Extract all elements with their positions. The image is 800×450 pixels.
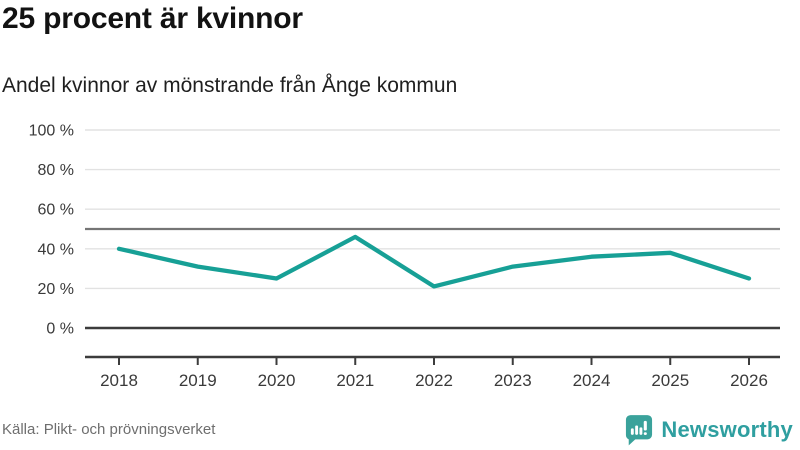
line-chart-svg: 2018 2019 2020 2021 2022 2023 2024 2025 2026 0 % 2… xyxy=(29,123,780,390)
chart-subtitle: Andel kvinnor av mönstrande från Ånge ko… xyxy=(2,74,458,97)
y-tick-label: 80 % xyxy=(38,162,74,179)
y-tick-label: 0 % xyxy=(46,321,74,338)
x-tick-label: 2023 xyxy=(494,371,532,390)
x-tick-label: 2026 xyxy=(730,371,768,390)
x-tick-label: 2018 xyxy=(100,371,138,390)
data-line xyxy=(116,234,752,289)
x-tick-label: 2021 xyxy=(336,371,374,390)
y-tick-label: 40 % xyxy=(38,241,74,258)
newsworthy-logo: Newsworthy xyxy=(625,414,793,446)
newsworthy-logo-text: Newsworthy xyxy=(661,417,793,442)
y-tick-label: 20 % xyxy=(38,281,74,298)
x-tick-label: 2022 xyxy=(415,371,453,390)
x-tick-label: 2024 xyxy=(573,371,611,390)
y-tick-label: 100 % xyxy=(29,123,74,140)
chart-title: 25 procent är kvinnor xyxy=(2,2,303,35)
source-note: Källa: Plikt- och prövningsverket xyxy=(2,421,216,438)
x-tick-label: 2020 xyxy=(258,371,296,390)
x-tick-label: 2019 xyxy=(179,371,217,390)
newsworthy-logo-icon xyxy=(626,415,653,446)
x-tick-label: 2025 xyxy=(651,371,689,390)
y-tick-label: 60 % xyxy=(38,202,74,219)
